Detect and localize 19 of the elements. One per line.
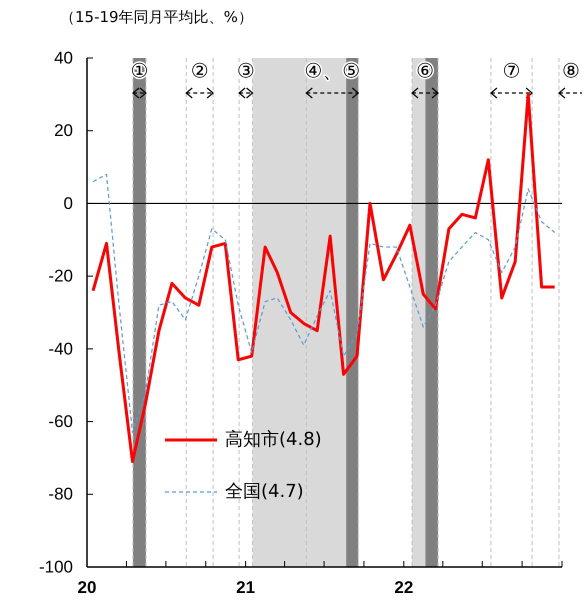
legend-label: 全国(4.7)	[225, 480, 304, 502]
legend-label: 高知市(4.8)	[225, 428, 322, 450]
y-tick-label: 40	[54, 48, 73, 68]
y-tick-label: -100	[38, 557, 73, 576]
ref-line-label: ⑥	[416, 58, 434, 82]
ref-line-label: ⑧	[562, 58, 580, 82]
ref-line-label: ⑦	[502, 58, 520, 82]
x-tick-label: 21	[236, 578, 256, 598]
ref-line-label: ②	[190, 58, 209, 82]
y-tick-label: 20	[54, 121, 73, 140]
ref-line-label: ③	[236, 58, 255, 82]
x-tick-label: 20	[78, 578, 96, 598]
y-tick-label: -60	[48, 412, 73, 432]
y-tick-label: 0	[64, 194, 73, 213]
x-tick-label: 22	[394, 578, 414, 598]
y-tick-label: -20	[48, 266, 73, 286]
y-tick-label: -80	[48, 484, 73, 504]
y-axis-title: （15-19年同月平均比、%）	[60, 8, 253, 26]
y-tick-label: -40	[48, 339, 73, 358]
